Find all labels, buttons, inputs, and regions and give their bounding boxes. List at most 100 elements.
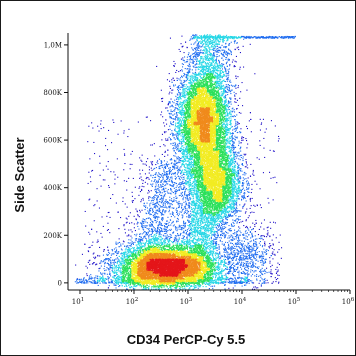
event-dot (235, 152, 236, 153)
event-dot (216, 58, 217, 59)
event-dot (182, 217, 183, 218)
event-dot (231, 243, 232, 244)
event-dot (237, 121, 238, 122)
event-dot (268, 198, 269, 199)
event-dot (228, 254, 229, 255)
event-dot (130, 154, 131, 155)
event-dot (230, 247, 231, 248)
event-dot (172, 166, 173, 167)
event-dot (237, 152, 238, 153)
event-dot (240, 159, 241, 160)
event-dot (181, 69, 182, 70)
event-dot (216, 52, 217, 53)
event-dot (142, 220, 143, 221)
event-dot (174, 80, 175, 81)
event-dot (144, 237, 145, 238)
event-dot (161, 162, 162, 163)
event-dot (161, 112, 162, 113)
event-dot (163, 196, 164, 197)
event-dot (141, 226, 142, 227)
event-dot (170, 234, 171, 235)
event-dot (149, 166, 150, 167)
event-dot (152, 209, 153, 210)
event-dot (116, 242, 117, 243)
event-dot (233, 233, 234, 234)
event-dot (182, 216, 183, 217)
event-dot (246, 147, 247, 148)
event-dot (234, 252, 235, 253)
event-dot (235, 88, 236, 89)
event-dot (151, 226, 152, 227)
event-dot (242, 195, 243, 196)
event-dot (75, 281, 76, 282)
event-dot (232, 215, 233, 216)
event-dot (238, 240, 239, 241)
event-dot (233, 265, 234, 266)
event-dot (144, 206, 145, 207)
event-dot (174, 150, 175, 151)
event-dot (154, 207, 155, 208)
event-dot (256, 246, 257, 247)
event-dot (166, 207, 167, 208)
event-dot (144, 219, 145, 220)
event-dot (220, 231, 221, 232)
event-dot (288, 38, 289, 39)
event-dot (123, 225, 124, 226)
event-dot (91, 229, 92, 230)
event-dot (234, 96, 235, 97)
event-dot (176, 163, 177, 164)
event-dot (185, 62, 186, 63)
event-dot (181, 207, 182, 208)
event-dot (153, 211, 154, 212)
event-dot (259, 271, 260, 272)
event-dot (76, 280, 77, 281)
event-dot (231, 283, 232, 284)
event-dot (227, 88, 228, 89)
event-dot (126, 222, 127, 223)
event-dot (87, 141, 88, 142)
event-dot (235, 285, 236, 286)
event-dot (239, 271, 240, 272)
event-dot (185, 208, 186, 209)
event-dot (225, 70, 226, 71)
event-dot (174, 188, 175, 189)
event-dot (191, 44, 192, 45)
event-dot (189, 68, 190, 69)
event-dot (233, 143, 234, 144)
event-dot (234, 42, 235, 43)
event-dot (257, 247, 258, 248)
event-dot (159, 194, 160, 195)
event-dot (232, 130, 233, 131)
event-dot (250, 271, 251, 272)
event-dot (239, 228, 240, 229)
event-dot (140, 211, 141, 212)
event-dot (127, 245, 128, 246)
event-dot (185, 191, 186, 192)
event-dot (195, 48, 196, 49)
event-dot (240, 231, 241, 232)
event-dot (162, 214, 163, 215)
event-dot (97, 200, 98, 201)
event-dot (166, 221, 167, 222)
event-dot (263, 258, 264, 259)
event-dot (167, 203, 168, 204)
event-dot (232, 279, 233, 280)
event-dot (240, 113, 241, 114)
event-dot (168, 171, 169, 172)
event-dot (144, 203, 145, 204)
event-dot (282, 36, 283, 37)
event-dot (145, 173, 146, 174)
event-dot (165, 151, 166, 152)
event-dot (255, 260, 256, 261)
event-dot (281, 258, 282, 259)
event-dot (183, 75, 184, 76)
event-dot (279, 275, 280, 276)
event-dot (155, 186, 156, 187)
event-dot (254, 257, 255, 258)
event-dot (240, 151, 241, 152)
event-dot (237, 76, 238, 77)
event-dot (240, 132, 241, 133)
event-dot (158, 190, 159, 191)
event-dot (227, 89, 228, 90)
event-dot (246, 261, 247, 262)
